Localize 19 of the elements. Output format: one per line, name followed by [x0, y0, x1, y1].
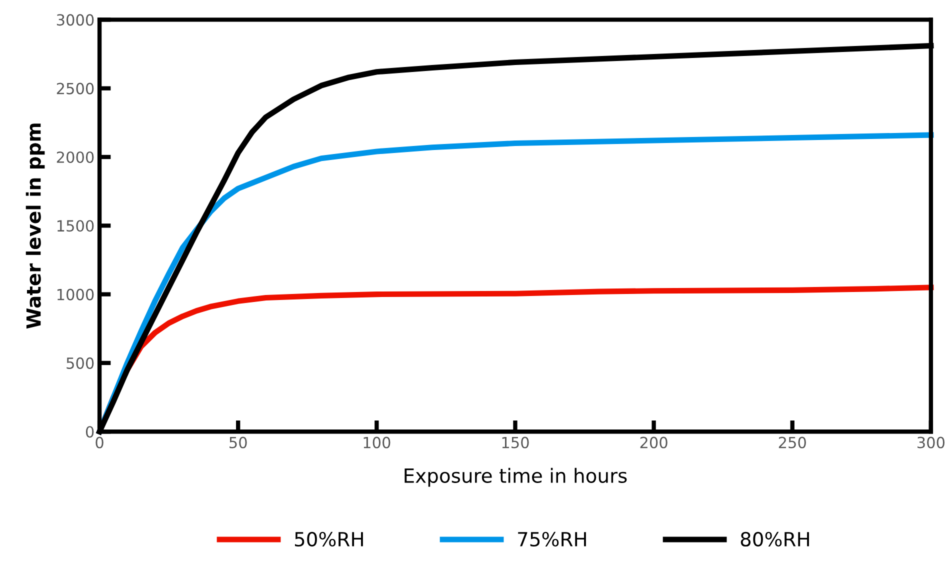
y-tick-label: 3000 [56, 14, 94, 26]
x-tick-label: 0 [96, 436, 104, 448]
y-tick-label: 1500 [57, 220, 94, 232]
x-tick-label: 50 [230, 436, 247, 448]
legend-label: 50%RH [294, 532, 363, 547]
y-tick-label: 0 [86, 426, 94, 438]
x-tick-label: 300 [918, 436, 944, 448]
y-tick-label: 500 [66, 357, 94, 369]
x-tick-label: 150 [502, 436, 529, 448]
y-axis-title: Water level in ppm [26, 124, 45, 329]
x-tick-label: 200 [640, 436, 668, 448]
x-axis-title: Exposure time in hours [404, 468, 627, 487]
y-tick-label: 2500 [56, 82, 94, 94]
y-tick-label: 2000 [56, 151, 94, 164]
x-tick-label: 250 [778, 436, 806, 448]
legend-label: 80%RH [740, 532, 809, 547]
y-tick-label: 1000 [57, 288, 94, 300]
legend-label: 75%RH [518, 532, 586, 547]
x-tick-label: 100 [364, 436, 390, 448]
